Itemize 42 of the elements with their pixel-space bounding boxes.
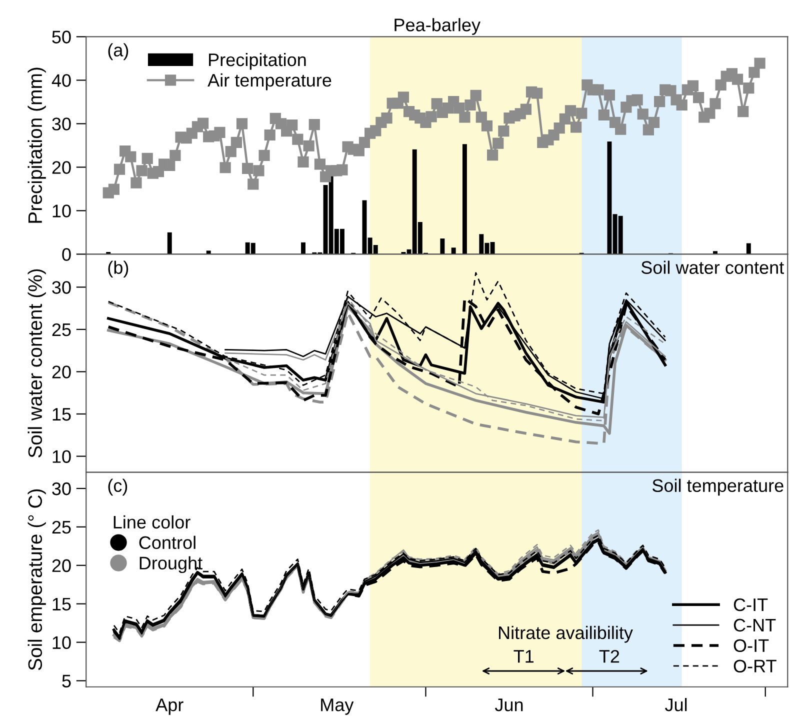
x-tick-label: Jun [494,698,523,712]
y-tick-label: 10 [52,204,71,218]
y-tick-label: 20 [52,161,71,174]
annotation: T2 [599,650,620,663]
y-axis-title: Soil water content (%) [28,269,46,458]
y-tick-label: 0 [62,248,71,261]
y-tick-label: 20 [52,366,71,378]
legend-label: C-NT [734,618,776,632]
annotation: (c) [108,478,128,496]
y-tick-label: 25 [52,323,71,336]
annotation: Soil temperature [652,478,784,496]
legend-title: Line color [114,515,190,529]
legend-label: Air temperature [208,73,332,90]
y-tick-label: 30 [52,118,71,130]
y-axis-title: Soil emperature (° C) [28,489,46,670]
x-tick-label: Jul [665,698,687,712]
legend-label: Precipitation [209,52,306,70]
x-tick-label: Apr [156,698,184,715]
y-tick-label: 5 [62,674,71,688]
annotation: (b) [108,260,128,278]
y-tick-label: 15 [52,408,71,421]
annotation: Drought [140,556,202,574]
y-tick-label: 25 [52,520,71,534]
y-tick-label: 40 [52,74,71,87]
y-tick-label: 30 [52,482,71,496]
annotation: Nitrate availibility [499,626,633,643]
y-tick-label: 30 [52,281,71,294]
y-tick-label: 10 [52,450,71,463]
y-tick-label: 15 [52,598,71,611]
y-tick-label: 50 [52,30,71,44]
y-tick-label: 10 [52,636,71,649]
annotation: (a) [108,43,128,60]
legend-label: O-RT [734,660,776,672]
y-tick-label: 20 [52,559,71,572]
y-axis-title: Precipitation (mm) [28,68,46,223]
annotation: Soil water content [641,260,784,274]
legend-label: C-IT [734,598,768,612]
annotation: Control [139,536,196,550]
annotation: T1 [514,650,534,663]
chart-title: Pea-barley [394,18,480,35]
legend-label: O-IT [734,639,769,652]
x-tick-label: May [321,698,354,715]
